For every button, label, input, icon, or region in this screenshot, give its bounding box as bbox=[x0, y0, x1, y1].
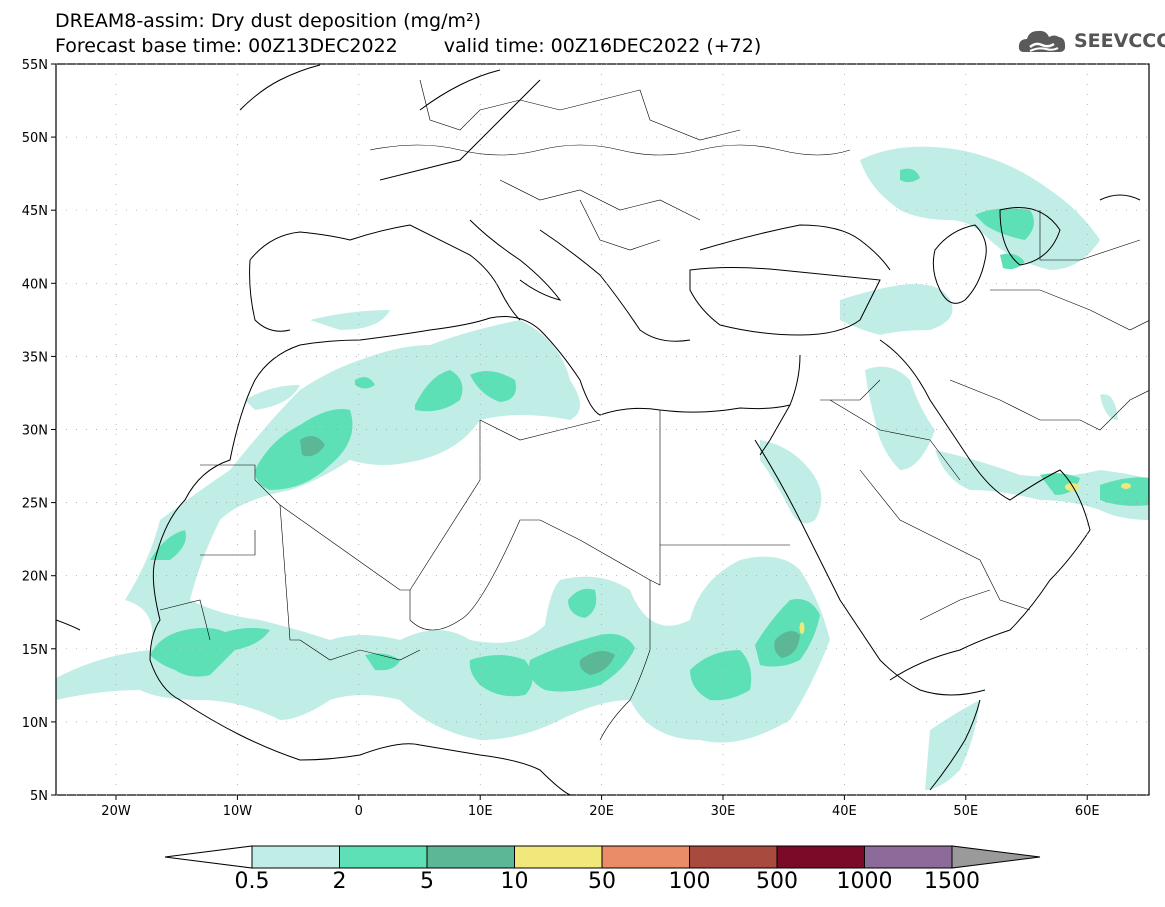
colorbar-label: 500 bbox=[756, 869, 798, 894]
lat-label: 20N bbox=[22, 570, 48, 585]
colorbar-segment bbox=[514, 845, 603, 869]
colorbar-label: 0.5 bbox=[235, 869, 270, 894]
base-time: Forecast base time: 00Z13DEC2022 bbox=[55, 35, 398, 57]
lat-label: 50N bbox=[22, 131, 48, 146]
colorbar-label: 50 bbox=[588, 869, 616, 894]
cloud-icon bbox=[1018, 30, 1066, 52]
colorbar: 0.5 2 5 10 50 100 500 1000 1500 bbox=[164, 845, 1041, 894]
colorbar-segment bbox=[776, 845, 865, 869]
lon-labels: 20W 10W 0 10E 20E 30E 40E 50E 60E bbox=[101, 795, 1100, 819]
colorbar-under-arrow bbox=[164, 845, 253, 869]
contour-level-5 bbox=[300, 436, 800, 675]
lat-label: 30N bbox=[22, 424, 48, 439]
contour-level-10 bbox=[799, 483, 1131, 634]
colorbar-label: 2 bbox=[333, 869, 347, 894]
lon-label: 10W bbox=[223, 804, 253, 819]
lon-label: 30E bbox=[711, 804, 736, 819]
colorbar-over-arrow bbox=[951, 845, 1041, 869]
lon-label: 60E bbox=[1075, 804, 1100, 819]
lat-label: 35N bbox=[22, 350, 48, 365]
lon-label: 20W bbox=[101, 804, 131, 819]
colorbar-label: 1500 bbox=[924, 869, 980, 894]
colorbar-segment bbox=[251, 845, 340, 869]
lat-label: 25N bbox=[22, 497, 48, 512]
colorbar-segment bbox=[426, 845, 515, 869]
lon-label: 10E bbox=[468, 804, 493, 819]
colorbar-label: 5 bbox=[420, 869, 434, 894]
colorbar-segment bbox=[864, 845, 953, 869]
logo-text: SEEVCCC bbox=[1074, 30, 1165, 52]
seevccc-logo: SEEVCCC bbox=[1018, 26, 1165, 60]
lat-label: 5N bbox=[30, 789, 48, 804]
map-subtitle: Forecast base time: 00Z13DEC2022 valid ti… bbox=[55, 35, 761, 57]
graticule bbox=[56, 63, 1149, 796]
map-title: DREAM8-assim: Dry dust deposition (mg/m²… bbox=[55, 10, 482, 32]
colorbar-segment bbox=[689, 845, 778, 869]
colorbar-segment bbox=[601, 845, 690, 869]
colorbar-label: 1000 bbox=[837, 869, 893, 894]
colorbar-label: 100 bbox=[669, 869, 711, 894]
lat-label: 45N bbox=[22, 204, 48, 219]
lat-labels: 55N 50N 45N 40N 35N 30N 25N 20N 15N 10N 5N bbox=[22, 58, 56, 804]
valid-time: valid time: 00Z16DEC2022 (+72) bbox=[443, 35, 762, 57]
lat-label: 40N bbox=[22, 277, 48, 292]
lon-label: 0 bbox=[355, 804, 363, 819]
lat-label: 55N bbox=[22, 58, 48, 73]
lon-label: 40E bbox=[832, 804, 857, 819]
lat-label: 10N bbox=[22, 716, 48, 731]
country-borders bbox=[159, 79, 1149, 741]
colorbar-label: 10 bbox=[501, 869, 529, 894]
lat-label: 15N bbox=[22, 643, 48, 658]
lon-label: 50E bbox=[953, 804, 978, 819]
colorbar-segment bbox=[339, 845, 428, 869]
dust-shading bbox=[56, 146, 1149, 790]
coastlines bbox=[56, 64, 1141, 795]
lon-label: 20E bbox=[589, 804, 614, 819]
